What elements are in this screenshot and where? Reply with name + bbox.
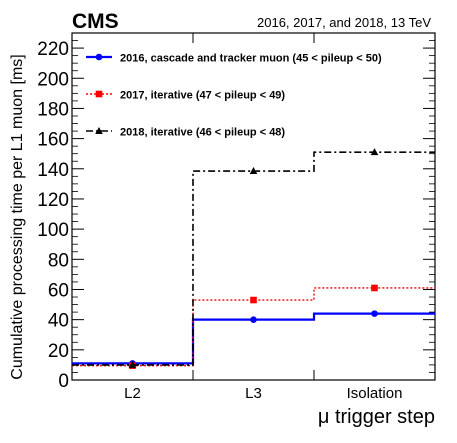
data-point: [250, 296, 257, 304]
legend-marker: [95, 53, 103, 61]
y-tick-label: 140: [37, 160, 69, 181]
plot-border: [71, 32, 436, 381]
x-tick-label: L3: [245, 385, 262, 402]
y-tick-label: 40: [48, 311, 69, 332]
y-tick-label: 120: [37, 190, 69, 211]
y-tick-label: 220: [37, 39, 69, 60]
data-point: [249, 167, 258, 175]
y-tick-label: 160: [37, 130, 69, 151]
data-point: [371, 310, 378, 317]
experiment-label: CMS: [72, 10, 119, 33]
data-point: [371, 284, 378, 292]
y-tick-label: 80: [48, 250, 69, 271]
x-axis-label: μ trigger step: [318, 406, 435, 428]
y-axis-label: Cumulative processing time per L1 muon […: [9, 54, 26, 379]
x-tick-label: L2: [124, 385, 141, 402]
y-axis: 0 20 40 60 80 100 120 140 160 180 200 220: [37, 32, 435, 392]
y-tick-label: 20: [48, 341, 69, 362]
y-tick-label: 100: [37, 220, 69, 241]
energy-label: 2016, 2017, and 2018, 13 TeV: [257, 15, 431, 30]
y-tick-label: 0: [58, 371, 69, 392]
plot-area: [71, 32, 436, 381]
y-tick-label: 60: [48, 280, 69, 301]
series-line: [72, 151, 435, 366]
legend-marker: [95, 127, 103, 134]
x-tick-label: Isolation: [347, 385, 403, 402]
x-axis: L2 L3 Isolation: [124, 33, 402, 402]
data-point: [250, 316, 257, 323]
y-tick-label: 180: [37, 99, 69, 120]
series-layer: [72, 148, 435, 369]
y-tick-label: 200: [37, 69, 69, 90]
legend-label: 2016, cascade and tracker muon (45 < pil…: [120, 53, 382, 65]
legend: 2016, cascade and tracker muon (45 < pil…: [86, 53, 382, 139]
legend-label: 2018, iterative (46 < pileup < 48): [120, 127, 285, 139]
legend-label: 2017, iterative (47 < pileup < 49): [120, 90, 285, 102]
data-point: [370, 148, 379, 156]
legend-marker: [95, 90, 103, 98]
data-point: [128, 360, 137, 368]
